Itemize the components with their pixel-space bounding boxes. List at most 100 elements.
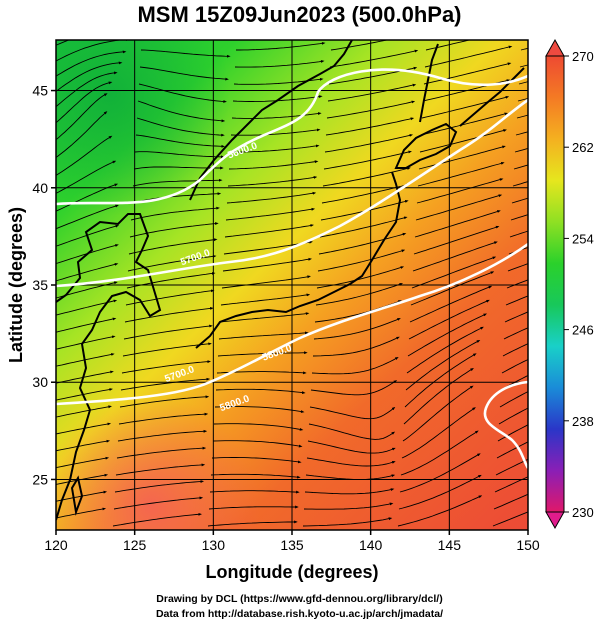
streamline <box>506 279 528 289</box>
streamline <box>231 112 322 119</box>
y-tick-label: 30 <box>32 374 48 390</box>
streamline <box>497 424 528 442</box>
streamline <box>507 263 528 272</box>
streamline <box>415 194 503 221</box>
streamline <box>401 407 476 459</box>
streamline <box>56 299 118 316</box>
coastline-taiwan <box>70 475 84 516</box>
coastline-kyushu-honshu <box>195 171 402 349</box>
streamline <box>304 488 395 495</box>
streamline <box>124 306 214 323</box>
streamline <box>315 283 404 306</box>
streamline <box>503 327 528 340</box>
streamline <box>303 502 394 510</box>
streamline <box>329 49 419 68</box>
streamline <box>306 457 396 467</box>
streamline <box>113 496 204 510</box>
streamline <box>56 81 113 124</box>
streamline <box>413 225 500 255</box>
streamline <box>123 324 213 340</box>
y-tick-label: 40 <box>32 180 48 196</box>
streamline <box>56 353 115 367</box>
streamline <box>505 295 528 306</box>
streamline <box>494 476 528 493</box>
streamline <box>56 439 111 452</box>
streamline <box>56 93 108 141</box>
coastlines <box>56 40 525 521</box>
streamline <box>411 256 497 289</box>
streamline <box>228 160 319 170</box>
streamline <box>511 197 528 204</box>
streamline <box>492 511 528 527</box>
streamline <box>209 490 300 494</box>
streamline <box>400 430 479 476</box>
streamline <box>212 440 303 448</box>
streamline <box>495 458 528 476</box>
colorbar-gradient <box>545 55 565 513</box>
streamline <box>308 423 396 440</box>
streamline <box>56 405 112 418</box>
coastline-china-korea <box>56 213 162 521</box>
streamline <box>307 440 396 454</box>
y-tick-label: 35 <box>32 277 48 293</box>
streamline <box>207 520 298 527</box>
streamline <box>493 493 528 510</box>
streamline <box>323 150 412 170</box>
streamline <box>510 214 528 221</box>
x-tick-label: 130 <box>202 537 226 553</box>
streamline <box>227 176 318 187</box>
streamline <box>512 181 528 187</box>
streamline <box>226 191 317 204</box>
streamline <box>56 335 116 350</box>
height-contours <box>56 68 528 469</box>
streamline <box>407 313 488 357</box>
streamline <box>116 446 207 459</box>
streamline <box>424 45 513 68</box>
streamline <box>210 473 301 479</box>
y-axis-ticks: 25 30 35 40 45 <box>32 83 56 487</box>
y-tick-label: 25 <box>32 471 48 487</box>
streamline <box>230 128 321 136</box>
streamline <box>56 388 113 401</box>
streamline <box>223 240 313 255</box>
map-title: MSM 15Z09Jun2023 (500.0hPa) <box>137 2 462 27</box>
coastline-sakhalin <box>419 43 439 123</box>
credit-data: Data from http://database.rish.kyoto-u.a… <box>155 608 444 620</box>
x-tick-label: 140 <box>359 537 383 553</box>
streamline <box>132 178 223 187</box>
colorbar-ticks: 270 262 254 246 238 230 <box>564 49 594 520</box>
streamline <box>420 112 509 136</box>
streamline <box>399 453 481 493</box>
colorbar-upper-arrow <box>545 38 565 57</box>
streamline <box>423 62 512 85</box>
colorbar-tick-label: 262 <box>572 140 594 155</box>
streamline <box>135 134 225 148</box>
streamline <box>310 380 398 396</box>
x-tick-label: 145 <box>438 537 462 553</box>
x-tick-label: 135 <box>280 537 304 553</box>
streamline <box>520 47 528 51</box>
streamline <box>318 232 407 255</box>
colorbar-tick-label: 230 <box>572 505 594 520</box>
streamline <box>121 360 211 374</box>
streamline <box>136 117 225 137</box>
contour-5700 <box>56 98 528 288</box>
contour-5600 <box>56 68 528 206</box>
streamline <box>117 429 208 442</box>
streamline <box>211 457 302 464</box>
colorbar-tick-label: 246 <box>572 323 594 338</box>
x-tick-label: 125 <box>123 537 147 553</box>
streamline <box>419 129 507 153</box>
streamline <box>114 480 205 493</box>
streamline <box>402 385 474 442</box>
streamline <box>416 178 504 204</box>
streamline <box>222 257 312 272</box>
streamline <box>213 423 304 431</box>
streamline <box>56 317 117 333</box>
streamline <box>417 162 505 187</box>
streamline <box>120 377 211 391</box>
streamline <box>56 183 119 212</box>
streamline <box>327 83 417 102</box>
streamline <box>127 254 217 272</box>
